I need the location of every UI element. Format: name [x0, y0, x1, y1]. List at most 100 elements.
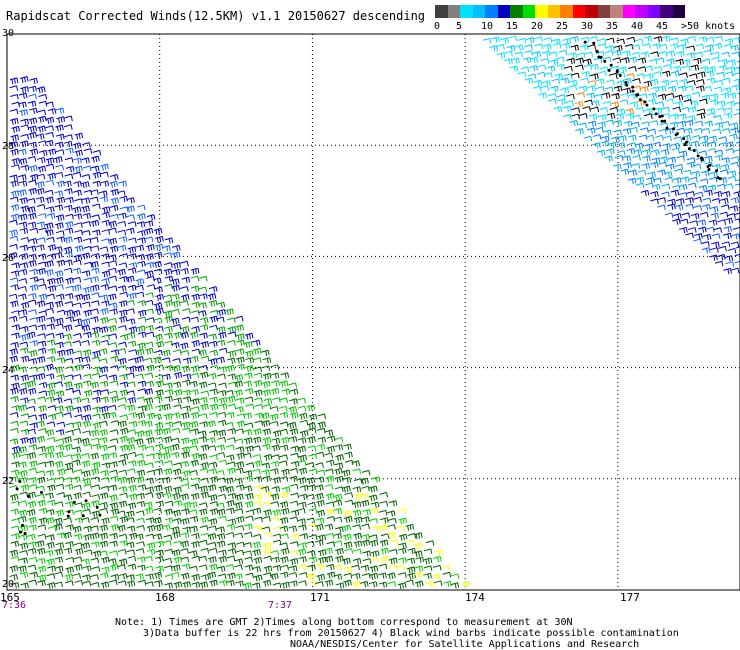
wind-barb [571, 107, 581, 113]
wind-barb [36, 470, 46, 476]
wind-barb [28, 541, 37, 548]
wind-barb [146, 317, 155, 323]
wind-barb [91, 494, 101, 500]
wind-barb [642, 149, 651, 156]
wind-barb [207, 293, 217, 301]
wind-barb [730, 197, 740, 204]
wind-barb [127, 284, 137, 292]
wind-barb [46, 421, 56, 427]
wind-barb [344, 492, 354, 498]
wind-barb [155, 404, 164, 411]
wind-barb [63, 324, 73, 332]
wind-barb [90, 261, 99, 269]
wind-barb [63, 124, 73, 130]
colorbar-label: 45 [656, 21, 669, 32]
wind-barb [46, 573, 56, 579]
wind-barb [737, 137, 740, 139]
wind-barb [389, 539, 399, 546]
wind-barb [711, 56, 720, 63]
wind-barb [19, 244, 29, 252]
wind-barb [724, 217, 733, 224]
wind-barb [19, 76, 29, 84]
wind-barb [489, 45, 498, 52]
wind-barb [38, 390, 48, 397]
wind-barb [108, 484, 118, 491]
wind-barb [20, 381, 30, 389]
wind-barb [305, 540, 315, 547]
wind-barb [64, 580, 74, 586]
wind-barb [10, 213, 20, 221]
wind-barb [281, 468, 290, 476]
wind-barb [99, 380, 109, 388]
wind-barb [146, 524, 156, 532]
wind-barb [227, 428, 236, 435]
wind-barb [360, 493, 370, 500]
contamination-dot [643, 100, 647, 104]
wind-barb [100, 476, 110, 483]
wind-barb [360, 499, 370, 507]
wind-barb [698, 36, 708, 43]
wind-barb [442, 571, 452, 578]
wind-barb [351, 564, 360, 571]
wind-barb [173, 397, 183, 404]
contamination-dot [72, 500, 76, 504]
wind-barb [181, 379, 191, 386]
wind-barb [99, 326, 109, 334]
wind-barb [209, 396, 219, 403]
wind-barb [128, 326, 138, 334]
wind-barb [680, 176, 690, 183]
wind-barb [709, 93, 719, 100]
wind-barb [154, 459, 164, 466]
wind-barb [433, 580, 443, 586]
wind-barb [679, 226, 688, 234]
wind-barb [110, 395, 119, 403]
wind-barb [11, 517, 20, 524]
wind-barb [690, 213, 700, 220]
wind-barb [678, 183, 688, 191]
wind-barb [28, 253, 37, 260]
wind-barb [305, 462, 315, 468]
wind-barb [587, 80, 597, 86]
wind-barb [244, 332, 254, 340]
wind-barb [226, 523, 236, 531]
wind-barb [598, 43, 607, 49]
wind-barb [92, 326, 101, 334]
wind-barb [74, 517, 84, 524]
wind-barb [100, 470, 109, 477]
wind-barb [536, 71, 546, 78]
wind-barb [334, 462, 344, 469]
wind-barb [209, 579, 218, 587]
wind-barb [63, 246, 73, 254]
wind-barb [170, 452, 180, 459]
colorbar-label: >50 knots [681, 21, 736, 32]
wind-barb [353, 493, 363, 501]
wind-barb [342, 476, 352, 484]
wind-barb [227, 403, 237, 410]
wind-barb [118, 236, 128, 243]
wind-barb [55, 277, 64, 285]
wind-barb [164, 340, 174, 347]
wind-barb [261, 462, 271, 469]
wind-barb [35, 196, 45, 203]
wind-barb [20, 140, 29, 148]
wind-barb [378, 563, 388, 570]
wind-barb [99, 405, 109, 413]
wind-barb [296, 507, 306, 514]
wind-barb [635, 106, 645, 113]
wind-barb [711, 198, 721, 204]
wind-barb [145, 364, 155, 372]
wind-barb [100, 171, 109, 178]
wind-barb [82, 508, 91, 515]
wind-barb [72, 421, 82, 428]
wind-barb [325, 501, 335, 508]
wind-barb [234, 501, 243, 509]
wind-barb [137, 331, 147, 338]
contamination-dot [624, 81, 628, 85]
wind-barb [279, 571, 289, 578]
wind-barb [397, 547, 407, 554]
wind-barb [262, 437, 272, 444]
wind-barb [198, 555, 207, 562]
wind-barb [362, 558, 372, 564]
note-line-3: NOAA/NESDIS/Center for Satellite Applica… [290, 639, 640, 650]
